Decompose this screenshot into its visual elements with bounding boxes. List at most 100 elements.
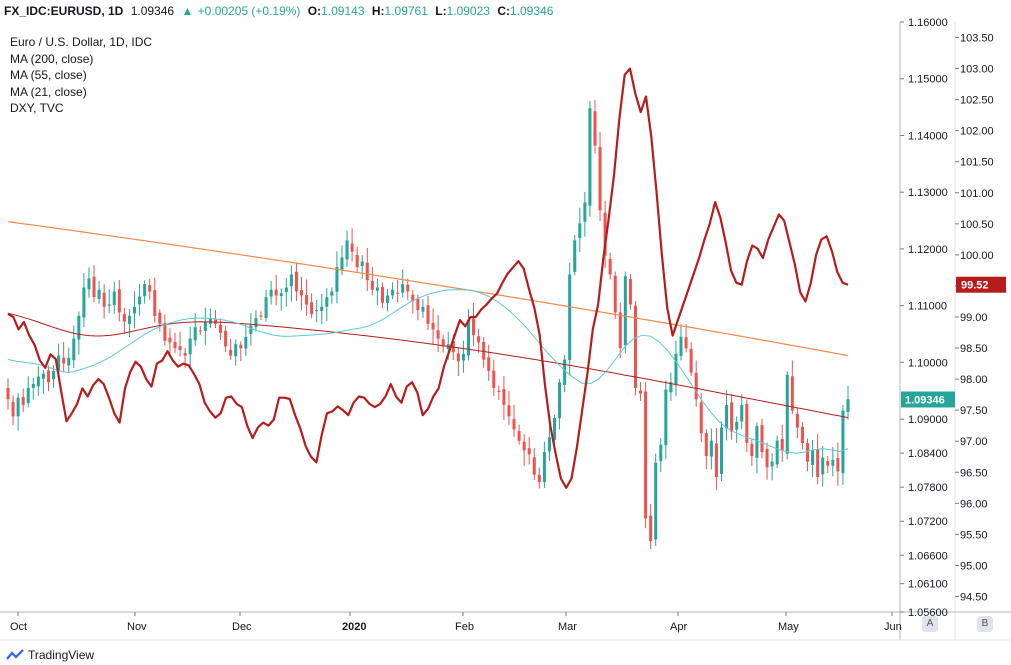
candle-body xyxy=(168,337,172,343)
candle-body xyxy=(11,401,15,417)
candle-body xyxy=(92,276,96,298)
candle-body xyxy=(224,330,228,347)
legend-title[interactable]: Euro / U.S. Dollar, 1D, IDC xyxy=(10,35,153,49)
axis-b-tick-label: 94.50 xyxy=(960,591,988,603)
close-label: C: xyxy=(497,4,510,18)
candle-body xyxy=(780,438,784,451)
change-value: +0.00205 (+0.19%) xyxy=(197,4,301,18)
candle-body xyxy=(26,387,30,404)
candle-body xyxy=(193,327,197,341)
candle-body xyxy=(841,410,845,474)
candle-body xyxy=(613,275,617,313)
candle-body xyxy=(294,271,298,292)
candle-body xyxy=(750,443,754,456)
candle-body xyxy=(386,295,390,303)
candle-body xyxy=(345,240,349,260)
candle-body xyxy=(52,370,56,380)
candle-body xyxy=(239,344,243,349)
low-label: L: xyxy=(435,4,447,18)
candle-body xyxy=(320,306,324,311)
candle-body xyxy=(360,261,364,267)
candle-body xyxy=(816,449,820,477)
candle-body xyxy=(391,289,395,296)
axis-b-tick-label: 102.00 xyxy=(960,126,994,138)
candle-body xyxy=(183,353,187,356)
candle-body xyxy=(714,443,718,477)
candle-body xyxy=(770,461,774,467)
axis-b-tick-label: 101.50 xyxy=(960,157,994,169)
candle-body xyxy=(547,437,551,452)
candle-body xyxy=(72,338,76,361)
candle-body xyxy=(259,315,263,317)
candle-body xyxy=(21,396,25,405)
candle-body xyxy=(811,450,815,465)
candle-body xyxy=(477,336,481,343)
candle-body xyxy=(618,312,622,349)
candle-body xyxy=(370,280,374,290)
x-tick-label: Feb xyxy=(455,621,474,633)
axis-b-tick-label: 102.50 xyxy=(960,95,994,107)
candle-body xyxy=(765,448,769,468)
legend-ma55[interactable]: MA (55, close) xyxy=(10,68,87,82)
axis-b-tick-label: 101.00 xyxy=(960,188,994,200)
candle-body xyxy=(350,243,354,252)
candle-body xyxy=(487,357,491,371)
legend-dxy[interactable]: DXY, TVC xyxy=(10,101,64,115)
candle-body xyxy=(289,274,293,287)
x-tick-label: May xyxy=(778,621,799,633)
candle-body xyxy=(795,413,799,428)
low-value: 1.09023 xyxy=(446,4,490,18)
axis-a-tick-label: 1.12000 xyxy=(908,244,948,256)
candle-body xyxy=(664,389,668,446)
candle-body xyxy=(421,306,425,312)
ma21-line xyxy=(7,289,849,454)
x-tick-label: Oct xyxy=(10,621,27,633)
candle-body xyxy=(775,440,779,465)
open-value: 1.09143 xyxy=(321,4,365,18)
axis-b-tick-label: 96.50 xyxy=(960,467,988,479)
scale-b-button[interactable]: B xyxy=(977,616,993,632)
candle-body xyxy=(396,292,400,294)
eurusd-candles xyxy=(6,99,850,549)
axis-a-tick-label: 1.13000 xyxy=(908,187,948,199)
legend-ma200[interactable]: MA (200, close) xyxy=(10,51,94,66)
dxy-line xyxy=(7,67,849,489)
candle-body xyxy=(542,452,546,482)
axis-b-tick-label: 103.50 xyxy=(960,33,994,45)
candle-body xyxy=(821,457,825,475)
brand-footer[interactable]: TradingView xyxy=(6,648,94,662)
axis-a-tick-label: 1.10000 xyxy=(908,357,948,369)
axis-b-tick-label: 100.00 xyxy=(960,250,994,262)
scale-a-button[interactable]: A xyxy=(922,616,938,632)
candle-body xyxy=(745,404,749,443)
axis-b-tick-label: 97.50 xyxy=(960,405,988,417)
candle-body xyxy=(264,297,268,319)
candle-body xyxy=(694,372,698,400)
candle-body xyxy=(436,330,440,339)
candle-body xyxy=(790,376,794,411)
candle-body xyxy=(552,417,557,441)
axis-a-tick-label: 1.16000 xyxy=(908,17,948,29)
candle-body xyxy=(441,339,445,347)
x-tick-label: Nov xyxy=(127,621,147,633)
candle-body xyxy=(456,353,460,362)
candle-body xyxy=(158,312,162,324)
candle-body xyxy=(299,290,304,296)
candle-body xyxy=(532,457,536,475)
x-tick-label: 2020 xyxy=(342,621,366,633)
candle-body xyxy=(588,108,592,206)
axis-b-tick-label: 103.00 xyxy=(960,64,994,76)
candle-body xyxy=(325,297,329,307)
candle-body xyxy=(755,425,759,458)
candle-body xyxy=(188,338,192,355)
candle-body xyxy=(608,259,612,275)
candle-body xyxy=(203,321,207,331)
candle-body xyxy=(208,318,212,324)
candle-body xyxy=(517,431,521,441)
legend-ma21[interactable]: MA (21, close) xyxy=(10,84,87,99)
axis-a-tick-label: 1.07200 xyxy=(908,516,948,528)
candle-body xyxy=(269,289,273,297)
candle-body xyxy=(497,390,501,392)
symbol-label[interactable]: FX_IDC:EURUSD, 1D xyxy=(4,4,124,18)
